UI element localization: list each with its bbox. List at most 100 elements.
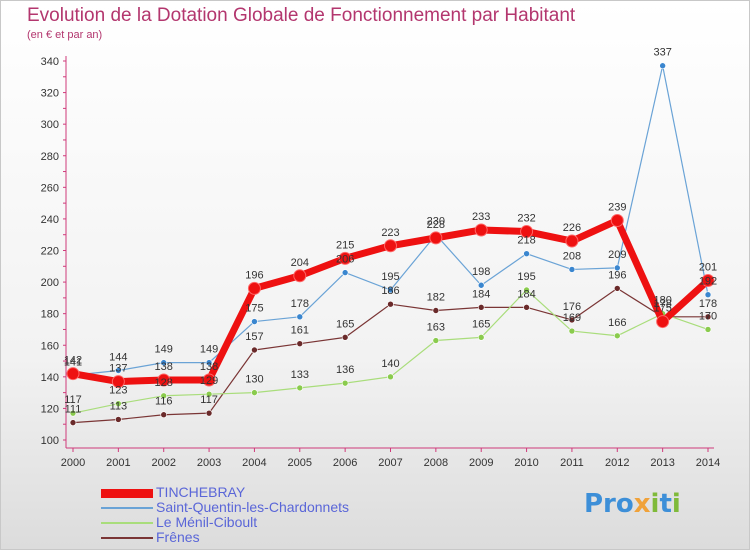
series-point-1 bbox=[613, 264, 621, 272]
y-tick-label: 240 bbox=[41, 214, 59, 226]
series-point-0 bbox=[157, 373, 171, 387]
series-point-3 bbox=[69, 419, 77, 426]
y-tick-label: 200 bbox=[41, 277, 59, 289]
data-label-2: 130 bbox=[245, 374, 263, 386]
series-point-0 bbox=[474, 223, 488, 237]
series-point-0 bbox=[247, 281, 261, 295]
data-label-0: 201 bbox=[699, 262, 717, 274]
y-tick-label: 220 bbox=[41, 246, 59, 258]
data-label-1: 178 bbox=[291, 298, 309, 310]
data-label-0: 228 bbox=[427, 219, 445, 231]
data-label-1: 144 bbox=[109, 352, 127, 364]
data-label-2: 169 bbox=[563, 312, 581, 324]
series-point-1 bbox=[387, 286, 394, 294]
legend-swatch bbox=[101, 488, 153, 498]
data-label-0: 233 bbox=[472, 211, 490, 223]
series-point-1 bbox=[704, 291, 712, 299]
data-label-2: 140 bbox=[381, 358, 399, 370]
series-point-3 bbox=[251, 346, 258, 354]
data-label-2: 163 bbox=[427, 322, 445, 334]
legend-swatch bbox=[101, 507, 153, 509]
data-label-0: 142 bbox=[64, 355, 82, 367]
series-point-2 bbox=[69, 409, 77, 417]
y-tick-label: 120 bbox=[41, 403, 59, 415]
data-label-3: 186 bbox=[381, 285, 399, 297]
data-label-3: 165 bbox=[336, 318, 354, 330]
series-point-3 bbox=[477, 304, 485, 311]
series-point-1 bbox=[659, 62, 666, 70]
data-label-0: 239 bbox=[608, 201, 626, 213]
series-point-3 bbox=[432, 307, 440, 314]
data-label-3: 111 bbox=[65, 404, 82, 416]
series-point-0 bbox=[520, 225, 534, 239]
legend-swatch bbox=[101, 537, 153, 539]
data-label-2: 133 bbox=[291, 369, 309, 381]
data-label-2: 180 bbox=[653, 295, 671, 307]
series-point-0 bbox=[111, 375, 125, 389]
data-label-1: 141 bbox=[64, 356, 82, 368]
data-label-0: 215 bbox=[336, 239, 354, 251]
data-label-2: 170 bbox=[699, 310, 717, 322]
series-point-1 bbox=[568, 266, 576, 273]
series-point-0 bbox=[202, 373, 216, 387]
legend-label: Le Ménil-Ciboult bbox=[156, 514, 258, 530]
series-point-3 bbox=[613, 285, 621, 292]
data-label-2: 165 bbox=[472, 318, 490, 330]
data-label-2: 136 bbox=[336, 364, 354, 376]
y-tick-label: 340 bbox=[41, 56, 59, 68]
series-point-1 bbox=[160, 359, 168, 366]
series-point-3 bbox=[296, 340, 304, 347]
series-point-0 bbox=[338, 251, 352, 265]
data-label-1: 230 bbox=[427, 216, 445, 228]
y-tick-label: 320 bbox=[41, 88, 59, 100]
x-tick-label: 2009 bbox=[469, 457, 493, 469]
series-point-0 bbox=[66, 367, 80, 381]
series-point-2 bbox=[704, 326, 712, 333]
data-label-0: 226 bbox=[563, 222, 581, 234]
series-point-1 bbox=[115, 367, 122, 374]
data-label-0: 175 bbox=[653, 303, 671, 315]
series-point-1 bbox=[523, 250, 530, 257]
data-label-0: 223 bbox=[381, 227, 399, 239]
series-point-2 bbox=[523, 286, 530, 294]
x-tick-label: 2006 bbox=[333, 457, 357, 469]
x-tick-label: 2011 bbox=[560, 457, 584, 469]
data-label-1: 149 bbox=[200, 344, 218, 356]
series-point-1 bbox=[251, 318, 258, 325]
data-label-0: 137 bbox=[109, 363, 127, 375]
x-tick-label: 2014 bbox=[696, 457, 720, 469]
data-label-1: 218 bbox=[517, 235, 535, 247]
series-point-2 bbox=[568, 327, 576, 335]
data-label-1: 209 bbox=[608, 249, 626, 261]
data-label-2: 128 bbox=[155, 377, 173, 389]
series-point-3 bbox=[387, 300, 394, 308]
data-label-3: 176 bbox=[563, 301, 581, 313]
x-tick-label: 2008 bbox=[424, 457, 448, 469]
data-label-3: 116 bbox=[155, 396, 173, 408]
x-tick-label: 2007 bbox=[378, 457, 402, 469]
series-point-3 bbox=[115, 416, 122, 423]
series-point-2 bbox=[477, 334, 485, 341]
data-label-2: 117 bbox=[64, 394, 82, 406]
data-label-1: 208 bbox=[563, 250, 581, 262]
legend-label: Frênes bbox=[156, 529, 200, 545]
data-label-1: 206 bbox=[336, 254, 354, 266]
proxiti-logo: Proxiti bbox=[584, 489, 681, 519]
y-tick-label: 180 bbox=[41, 309, 59, 321]
legend-label: Saint-Quentin-les-Chardonnets bbox=[156, 499, 349, 515]
data-label-0: 138 bbox=[200, 361, 218, 373]
data-label-3: 184 bbox=[472, 288, 490, 300]
series-point-2 bbox=[341, 379, 349, 387]
data-label-1: 192 bbox=[699, 276, 717, 288]
data-label-2: 195 bbox=[517, 271, 535, 283]
data-label-0: 204 bbox=[291, 257, 309, 269]
data-label-3: 196 bbox=[608, 269, 626, 281]
series-point-3 bbox=[704, 313, 712, 321]
x-tick-label: 2005 bbox=[288, 457, 312, 469]
legend-label: TINCHEBRAY bbox=[156, 484, 246, 500]
series-point-0 bbox=[293, 269, 307, 283]
data-label-3: 178 bbox=[699, 298, 717, 310]
data-label-1: 149 bbox=[155, 344, 173, 356]
